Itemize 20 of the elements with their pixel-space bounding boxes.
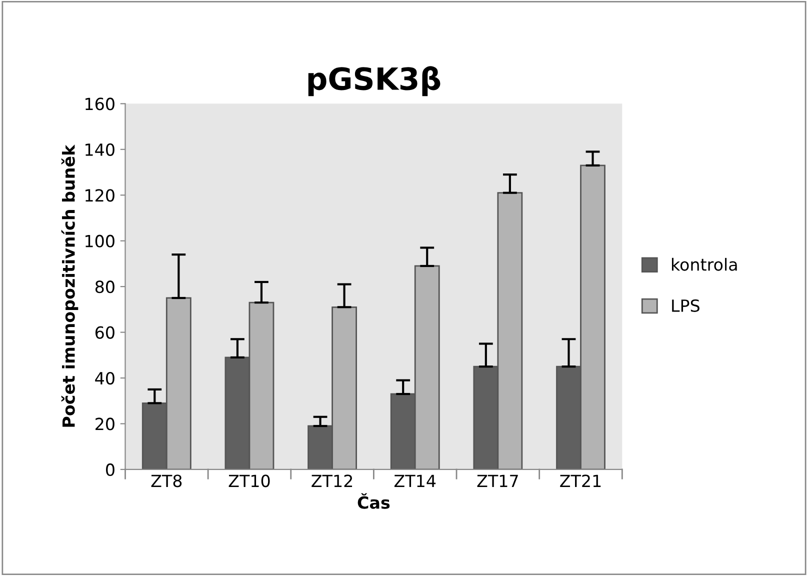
y-tick-label: 40	[95, 372, 114, 385]
x-tick-label: ZT10	[228, 474, 270, 488]
legend-label: kontrola	[672, 258, 737, 271]
y-axis-title: Počet imunopozitivních buněk	[61, 144, 78, 427]
x-axis-title: Čas	[358, 493, 390, 509]
x-tick-label: ZT14	[394, 474, 436, 487]
y-tick-label: 0	[106, 463, 114, 476]
x-tick-label: ZT21	[560, 474, 601, 487]
y-tick-label: 20	[96, 418, 114, 430]
x-tick-label: ZT12	[312, 474, 352, 487]
legend-label: LPS	[672, 299, 700, 312]
x-tick-label: ZT8	[151, 474, 182, 488]
y-tick-label: 120	[86, 189, 114, 202]
y-tick-label: 160	[86, 98, 114, 110]
chart-title: pGSK3β	[308, 66, 440, 96]
y-tick-label: 140	[86, 143, 114, 156]
x-tick-label: ZT17	[477, 474, 518, 487]
y-tick-label: 100	[86, 234, 114, 248]
y-tick-label: 60	[95, 326, 114, 339]
y-tick-label: 80	[95, 280, 114, 294]
